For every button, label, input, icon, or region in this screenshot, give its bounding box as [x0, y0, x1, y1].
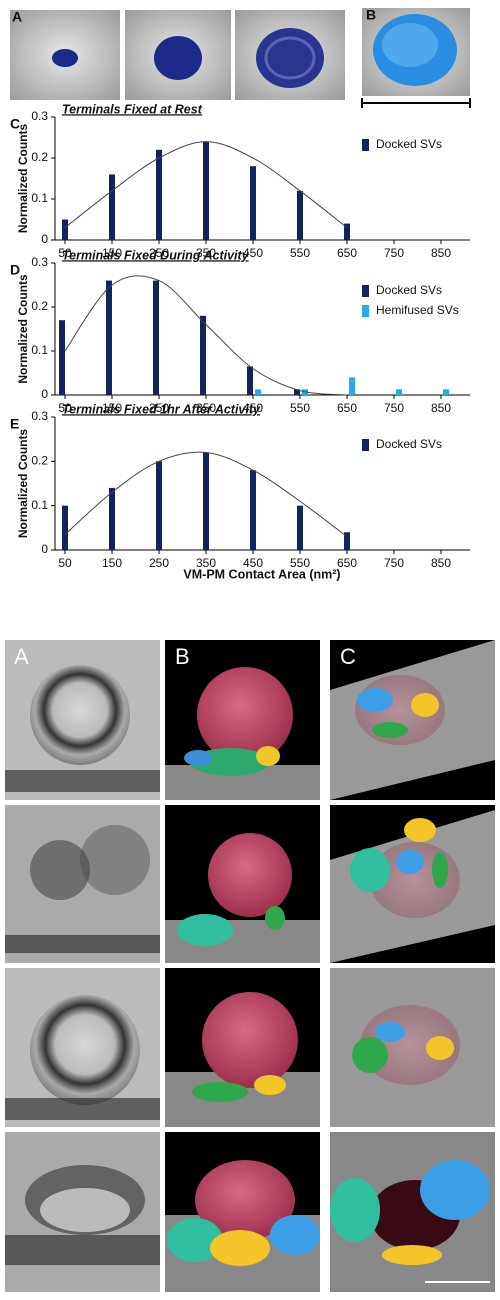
- panel-label: D: [10, 262, 20, 278]
- bar: [396, 389, 402, 395]
- x-tick-label: 750: [384, 556, 404, 570]
- bar: [109, 174, 115, 240]
- panel-label: A: [12, 9, 22, 25]
- bar: [106, 280, 112, 395]
- y-tick-label: 0.2: [31, 454, 48, 468]
- bar: [294, 389, 300, 395]
- y-tick-label: 0.3: [31, 109, 48, 123]
- x-tick-label: 250: [149, 401, 169, 415]
- panel-label: B: [366, 7, 376, 23]
- legend-label: Hemifused SVs: [376, 303, 459, 317]
- fit-curve: [64, 141, 348, 229]
- bar: [200, 315, 206, 395]
- x-tick-label: 450: [243, 401, 263, 415]
- bar: [349, 377, 355, 395]
- x-tick-label: 650: [337, 556, 357, 570]
- bar: [297, 505, 303, 550]
- x-tick-label: 150: [102, 246, 122, 260]
- bar: [443, 389, 449, 395]
- panel-label: A: [14, 644, 29, 669]
- bar: [250, 166, 256, 240]
- bar: [203, 452, 209, 550]
- legend-label: Docked SVs: [376, 437, 442, 451]
- legend-swatch: [362, 139, 369, 151]
- y-tick-label: 0.1: [31, 191, 48, 205]
- x-axis-label: VM-PM Contact Area (nm²): [183, 567, 340, 581]
- y-tick-label: 0.2: [31, 299, 48, 313]
- x-tick-label: 50: [58, 246, 72, 260]
- x-tick-label: 850: [431, 401, 451, 415]
- x-tick-label: 350: [196, 401, 216, 415]
- y-tick-label: 0.1: [31, 498, 48, 512]
- bar: [59, 320, 65, 395]
- legend-label: Docked SVs: [376, 137, 442, 151]
- bar: [247, 366, 253, 395]
- bottom-images: A B C: [5, 640, 495, 1292]
- y-axis-label: Normalized Counts: [16, 429, 30, 539]
- x-tick-label: 750: [384, 401, 404, 415]
- x-tick-label: 450: [243, 246, 263, 260]
- bar: [344, 223, 350, 240]
- panel-label: B: [175, 644, 190, 669]
- bar: [62, 219, 68, 240]
- legend-swatch: [362, 439, 369, 451]
- y-tick-label: 0: [41, 542, 48, 556]
- y-axis-label: Normalized Counts: [16, 274, 30, 384]
- chart-title: Terminals Fixed 1hr After Activity: [62, 402, 261, 416]
- bar: [62, 505, 68, 550]
- x-tick-label: 550: [290, 556, 310, 570]
- panel-label: E: [10, 416, 19, 432]
- y-tick-label: 0.3: [31, 255, 48, 269]
- legend-label: Docked SVs: [376, 283, 442, 297]
- x-tick-label: 250: [149, 246, 169, 260]
- bar: [250, 470, 256, 550]
- bar: [156, 149, 162, 240]
- y-tick-label: 0: [41, 387, 48, 401]
- y-axis-label: Normalized Counts: [16, 124, 30, 234]
- x-tick-label: 450: [243, 556, 263, 570]
- bar: [255, 389, 261, 395]
- x-tick-label: 850: [431, 556, 451, 570]
- x-tick-label: 650: [337, 246, 357, 260]
- bar: [203, 141, 209, 240]
- x-tick-label: 550: [290, 401, 310, 415]
- x-tick-label: 850: [431, 246, 451, 260]
- bar: [109, 487, 115, 550]
- y-tick-label: 0.1: [31, 343, 48, 357]
- x-tick-label: 150: [102, 556, 122, 570]
- bar: [344, 532, 350, 550]
- x-tick-label: 250: [149, 556, 169, 570]
- chart-title: Terminals Fixed During Activity: [62, 248, 250, 262]
- x-tick-label: 50: [58, 401, 72, 415]
- top-images: A B: [10, 7, 471, 108]
- bar: [156, 461, 162, 550]
- legend-swatch: [362, 305, 369, 317]
- y-tick-label: 0.3: [31, 409, 48, 423]
- panel-label: C: [340, 644, 356, 669]
- x-tick-label: 650: [337, 401, 357, 415]
- legend-swatch: [362, 285, 369, 297]
- panel-label: C: [10, 116, 20, 132]
- x-tick-label: 350: [196, 246, 216, 260]
- bar: [297, 190, 303, 240]
- x-tick-label: 550: [290, 246, 310, 260]
- fit-curve: [64, 275, 348, 396]
- y-tick-label: 0: [41, 232, 48, 246]
- x-tick-label: 750: [384, 246, 404, 260]
- fit-curve: [64, 451, 348, 538]
- y-tick-label: 0.2: [31, 150, 48, 164]
- x-tick-label: 350: [196, 556, 216, 570]
- bar: [153, 280, 159, 395]
- chart-title: Terminals Fixed at Rest: [62, 102, 203, 116]
- x-tick-label: 50: [58, 556, 72, 570]
- x-tick-label: 150: [102, 401, 122, 415]
